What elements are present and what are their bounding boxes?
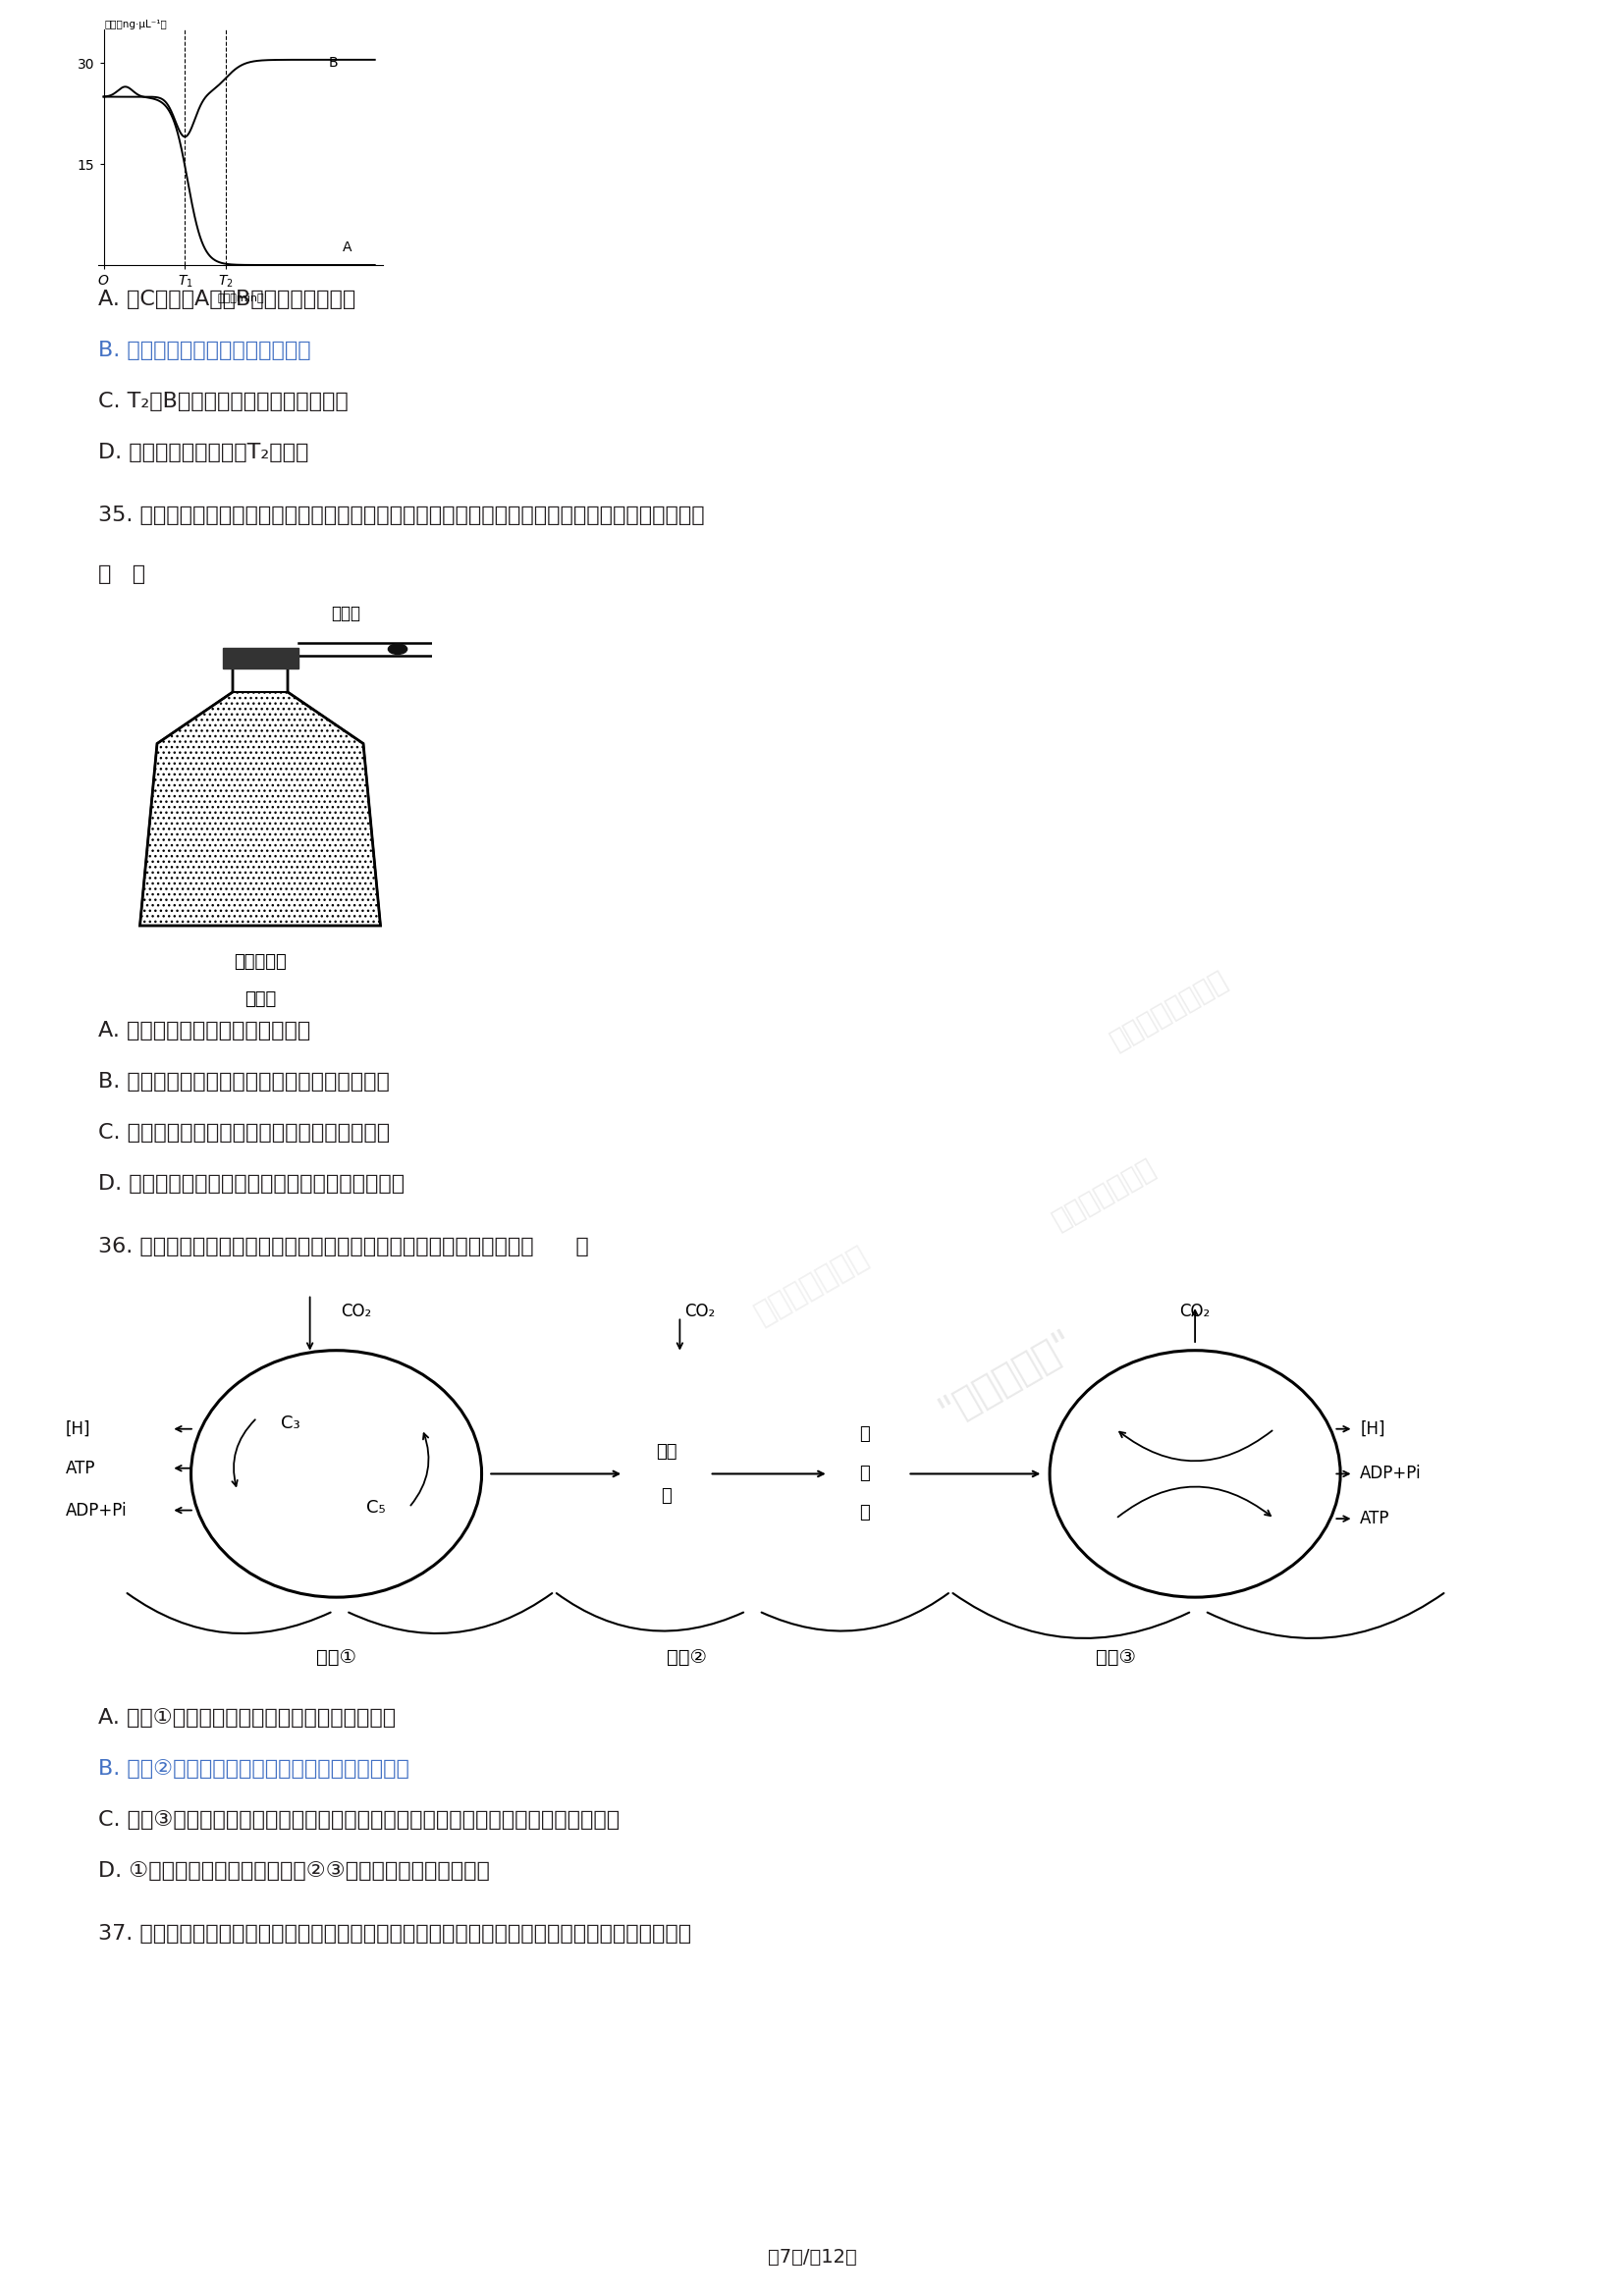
Text: 葡萄糖溶液: 葡萄糖溶液 xyxy=(234,953,286,971)
Text: 扫描获取最新资料: 扫描获取最新资料 xyxy=(1106,967,1233,1054)
Text: 糖: 糖 xyxy=(661,1488,672,1506)
Text: ATP: ATP xyxy=(65,1460,96,1476)
Text: 酮: 酮 xyxy=(859,1465,870,1483)
Text: CO₂: CO₂ xyxy=(341,1302,372,1320)
Text: 37. 下图为植物的某个叶肉细胞中的两种膜结构以及膜上发生的生化反应。下列有关叙述不正确的是: 37. 下图为植物的某个叶肉细胞中的两种膜结构以及膜上发生的生化反应。下列有关叙… xyxy=(97,1924,692,1945)
Text: ADP+Pi: ADP+Pi xyxy=(1361,1465,1421,1483)
Text: 第7页/共12页: 第7页/共12页 xyxy=(768,2248,856,2266)
Ellipse shape xyxy=(388,643,408,654)
Text: B. 过程②有无光照都能进行，有无氧气也都能进行: B. 过程②有无光照都能进行，有无氧气也都能进行 xyxy=(97,1759,409,1779)
Text: "高考早知道": "高考早知道" xyxy=(932,1325,1082,1430)
Text: C. 过程③可以表示有氧呼吸（又称需氧呼吸）或无氧呼吸（又称厌氧呼吸）的第二阶段: C. 过程③可以表示有氧呼吸（又称需氧呼吸）或无氧呼吸（又称厌氧呼吸）的第二阶段 xyxy=(97,1809,620,1830)
Text: 酵母菌: 酵母菌 xyxy=(244,992,276,1008)
Text: CO₂: CO₂ xyxy=(1179,1302,1210,1320)
Text: 过程②: 过程② xyxy=(666,1649,706,1667)
Text: 过程①: 过程① xyxy=(317,1649,356,1667)
Text: A. 酶C降低了A生成B这一反应的活化能: A. 酶C降低了A生成B这一反应的活化能 xyxy=(97,289,356,310)
Text: [H]: [H] xyxy=(65,1421,91,1437)
Text: 微信搜索小高手: 微信搜索小高手 xyxy=(750,1242,874,1329)
Text: B: B xyxy=(328,55,338,69)
Text: D. 若小油滴向右移动，则酵母菌可能进行无氧呼吸: D. 若小油滴向右移动，则酵母菌可能进行无氧呼吸 xyxy=(97,1173,404,1194)
Text: 35. 如图为某小组研究酵母菌呼吸方式的实验示意图，在环境条件稳定情况下，下列实验分析正确的是: 35. 如图为某小组研究酵母菌呼吸方式的实验示意图，在环境条件稳定情况下，下列实… xyxy=(97,505,705,526)
Text: A: A xyxy=(343,241,351,255)
Text: D. 适当降低反应温度，T₂值增大: D. 适当降低反应温度，T₂值增大 xyxy=(97,443,309,461)
Text: 酸: 酸 xyxy=(859,1504,870,1522)
X-axis label: 时间（min）: 时间（min） xyxy=(218,292,265,303)
Text: A. 若小油滴无移动，则酵母菌死亡: A. 若小油滴无移动，则酵母菌死亡 xyxy=(97,1022,310,1040)
Text: B. 若小油滴向左移动，则酵母菌只进行有氧呼吸: B. 若小油滴向左移动，则酵母菌只进行有氧呼吸 xyxy=(97,1072,390,1091)
Text: B. 该体系中酶促反应速率先快后慢: B. 该体系中酶促反应速率先快后慢 xyxy=(97,340,310,360)
Text: 丙: 丙 xyxy=(859,1426,870,1444)
Text: C. T₂后B增加缓慢是酶活性降低导致的: C. T₂后B增加缓慢是酶活性降低导致的 xyxy=(97,393,348,411)
Text: 葡萄: 葡萄 xyxy=(656,1442,677,1460)
Text: C. 若小油滴向右移动，则酵母菌只进行有氧呼吸: C. 若小油滴向右移动，则酵母菌只进行有氧呼吸 xyxy=(97,1123,390,1143)
Text: 36. 如图是绿色植物叶肉细胞的部分代谢过程图解，相关叙述正确的是（      ）: 36. 如图是绿色植物叶肉细胞的部分代谢过程图解，相关叙述正确的是（ ） xyxy=(97,1238,590,1256)
Text: ATP: ATP xyxy=(1361,1511,1390,1527)
Text: C₅: C₅ xyxy=(367,1499,385,1515)
Text: CO₂: CO₂ xyxy=(684,1302,715,1320)
Text: 小油滴: 小油滴 xyxy=(331,604,361,622)
Text: A. 过程①也叫卡尔文循环，无光条件下才能进行: A. 过程①也叫卡尔文循环，无光条件下才能进行 xyxy=(97,1708,396,1727)
Text: 过程③: 过程③ xyxy=(1096,1649,1135,1667)
Bar xyxy=(222,647,297,668)
Text: （   ）: （ ） xyxy=(97,565,146,583)
Text: [H]: [H] xyxy=(1361,1421,1385,1437)
Text: 浓度（ng·μL⁻¹）: 浓度（ng·μL⁻¹） xyxy=(106,21,167,30)
Text: C₃: C₃ xyxy=(281,1414,300,1433)
Text: 微信搜索小程序: 微信搜索小程序 xyxy=(1047,1153,1161,1235)
Text: D. ①过程只能发生在叶绿体中，②③过程只能发生在线粒体中: D. ①过程只能发生在叶绿体中，②③过程只能发生在线粒体中 xyxy=(97,1862,490,1880)
Text: ADP+Pi: ADP+Pi xyxy=(65,1502,127,1520)
Polygon shape xyxy=(140,691,380,925)
